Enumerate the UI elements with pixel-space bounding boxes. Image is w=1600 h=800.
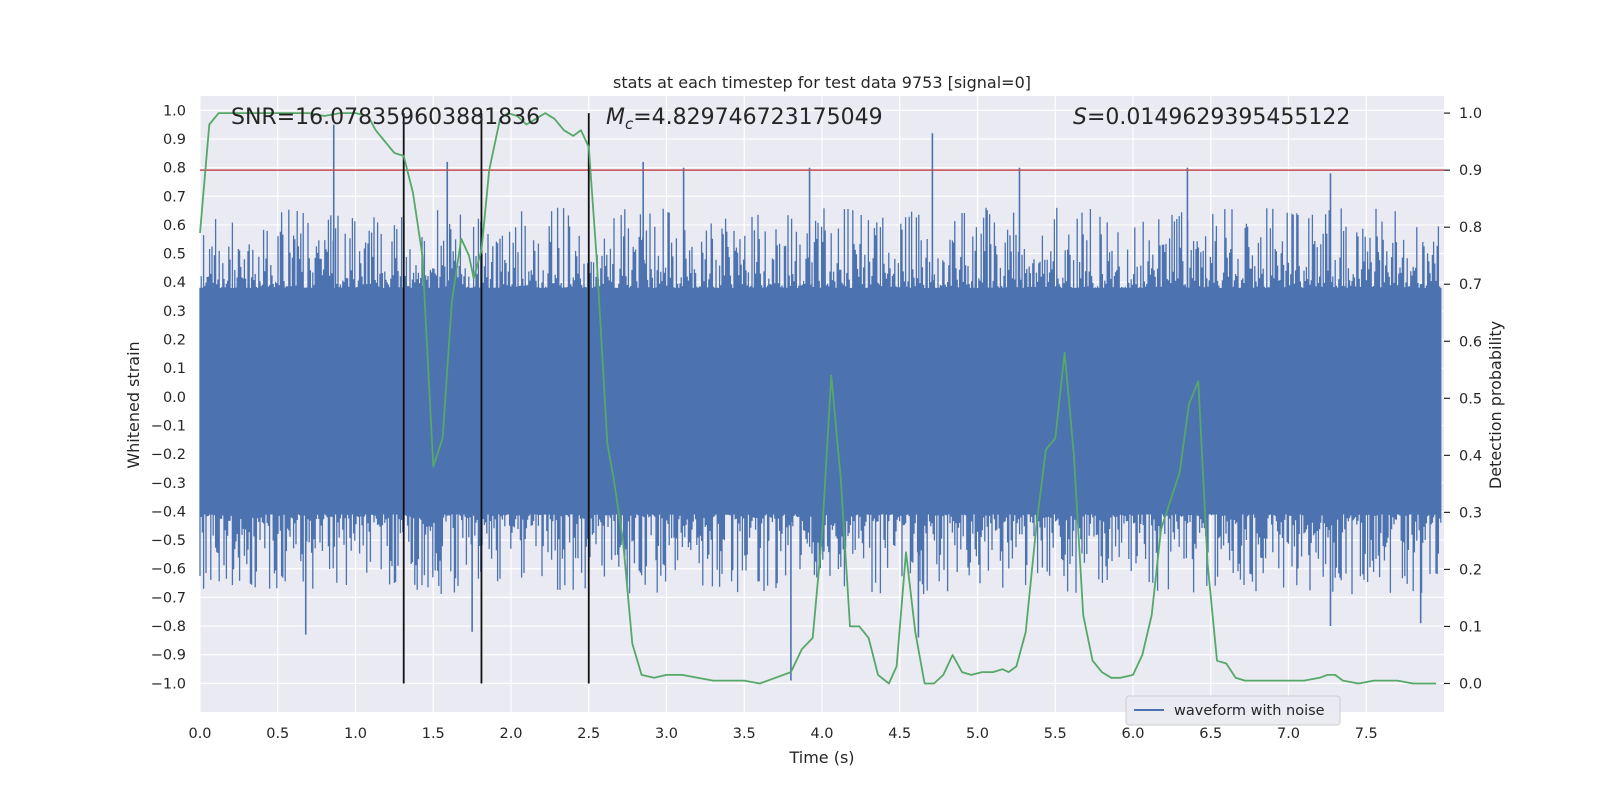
x-tick-label: 3.0	[655, 726, 678, 742]
y-tick-label: 1.0	[163, 103, 186, 119]
y-tick-label: −0.4	[151, 504, 186, 520]
detection-probability-line	[199, 112, 1437, 685]
chirp-mass-subscript: c	[625, 115, 634, 133]
y-tick-label: 0.7	[163, 189, 186, 205]
x-tick-label: 1.0	[344, 726, 367, 742]
y2-tick-label: 0.5	[1459, 391, 1482, 407]
y-tick-label: 0.4	[163, 275, 186, 291]
x-tick-label: 7.0	[1277, 726, 1300, 742]
y2-tick-label: 0.0	[1459, 676, 1482, 692]
y2-tick-label: 0.1	[1459, 619, 1482, 635]
x-axis-label: Time (s)	[788, 748, 854, 767]
y2-tick-label: 0.8	[1459, 220, 1482, 236]
x-tick-label: 1.5	[422, 726, 445, 742]
y-tick-label: −0.9	[151, 648, 186, 664]
y-tick-label: 0.2	[163, 333, 186, 349]
x-tick-label: 3.5	[733, 726, 756, 742]
s-symbol: S	[1073, 105, 1087, 130]
y-tick-label: −0.7	[151, 590, 186, 606]
legend-box	[1125, 695, 1341, 726]
noise-trace	[199, 207, 1442, 595]
y2-tick-label: 0.3	[1459, 505, 1482, 521]
y-tick-label: −1.0	[151, 676, 186, 692]
snr-annotation: SNR=16.078359603881836	[231, 105, 540, 130]
legend: waveform with noise	[1125, 695, 1341, 726]
y2-tick-label: 0.2	[1459, 562, 1482, 578]
y2-tick-label: 0.6	[1459, 334, 1482, 350]
y2-axis-label: Detection probability	[1486, 321, 1505, 489]
x-tick-label: 4.0	[810, 726, 833, 742]
y-tick-label: 0.5	[163, 247, 186, 263]
s-annotation: S=0.0149629395455122	[1073, 105, 1350, 130]
y-tick-label: 0.0	[163, 390, 186, 406]
x-tick-label: 4.5	[888, 726, 911, 742]
x-tick-label: 5.0	[966, 726, 989, 742]
noise-series	[199, 124, 1442, 681]
chart-title: stats at each timestep for test data 975…	[613, 73, 1031, 92]
x-tick-label: 5.5	[1044, 726, 1067, 742]
y-tick-label: −0.3	[151, 476, 186, 492]
y2-tick-label: 0.4	[1459, 448, 1482, 464]
overlay	[199, 112, 1444, 685]
y-tick-label: 0.9	[163, 132, 186, 148]
y-tick-label: 0.1	[163, 361, 186, 377]
y2-tick-label: 0.7	[1459, 277, 1482, 293]
y-tick-label: −0.1	[151, 418, 186, 434]
x-tick-label: 2.5	[577, 726, 600, 742]
x-tick-label: 0.0	[188, 726, 211, 742]
chirp-mass-annotation: Mc=4.829746723175049	[606, 105, 883, 133]
y-tick-label: −0.8	[151, 619, 186, 635]
x-tick-label: 0.5	[266, 726, 289, 742]
y-axis-label: Whitened strain	[124, 341, 143, 468]
y-tick-label: −0.5	[151, 533, 186, 549]
y-tick-label: 0.8	[163, 161, 186, 177]
y-tick-label: 0.6	[163, 218, 186, 234]
y2-tick-label: 0.9	[1459, 163, 1482, 179]
x-tick-label: 6.5	[1199, 726, 1222, 742]
y2-tick-label: 1.0	[1459, 106, 1482, 122]
x-tick-label: 6.0	[1121, 726, 1144, 742]
y-tick-label: −0.2	[151, 447, 186, 463]
y-tick-label: 0.3	[163, 304, 186, 320]
x-tick-label: 7.5	[1355, 726, 1378, 742]
s-value: =0.0149629395455122	[1087, 105, 1350, 130]
chirp-mass-symbol: M	[606, 105, 625, 130]
axes: 0.0 0.5 1.0 1.5 2.0 2.5 3.0 3.5 4.0 4.5 5.0 5.5 6.0 6…	[151, 103, 1482, 742]
legend-label: waveform with noise	[1174, 703, 1325, 719]
chirp-mass-value: =4.829746723175049	[633, 105, 882, 130]
y-tick-label: −0.6	[151, 562, 186, 578]
x-tick-label: 2.0	[499, 726, 522, 742]
